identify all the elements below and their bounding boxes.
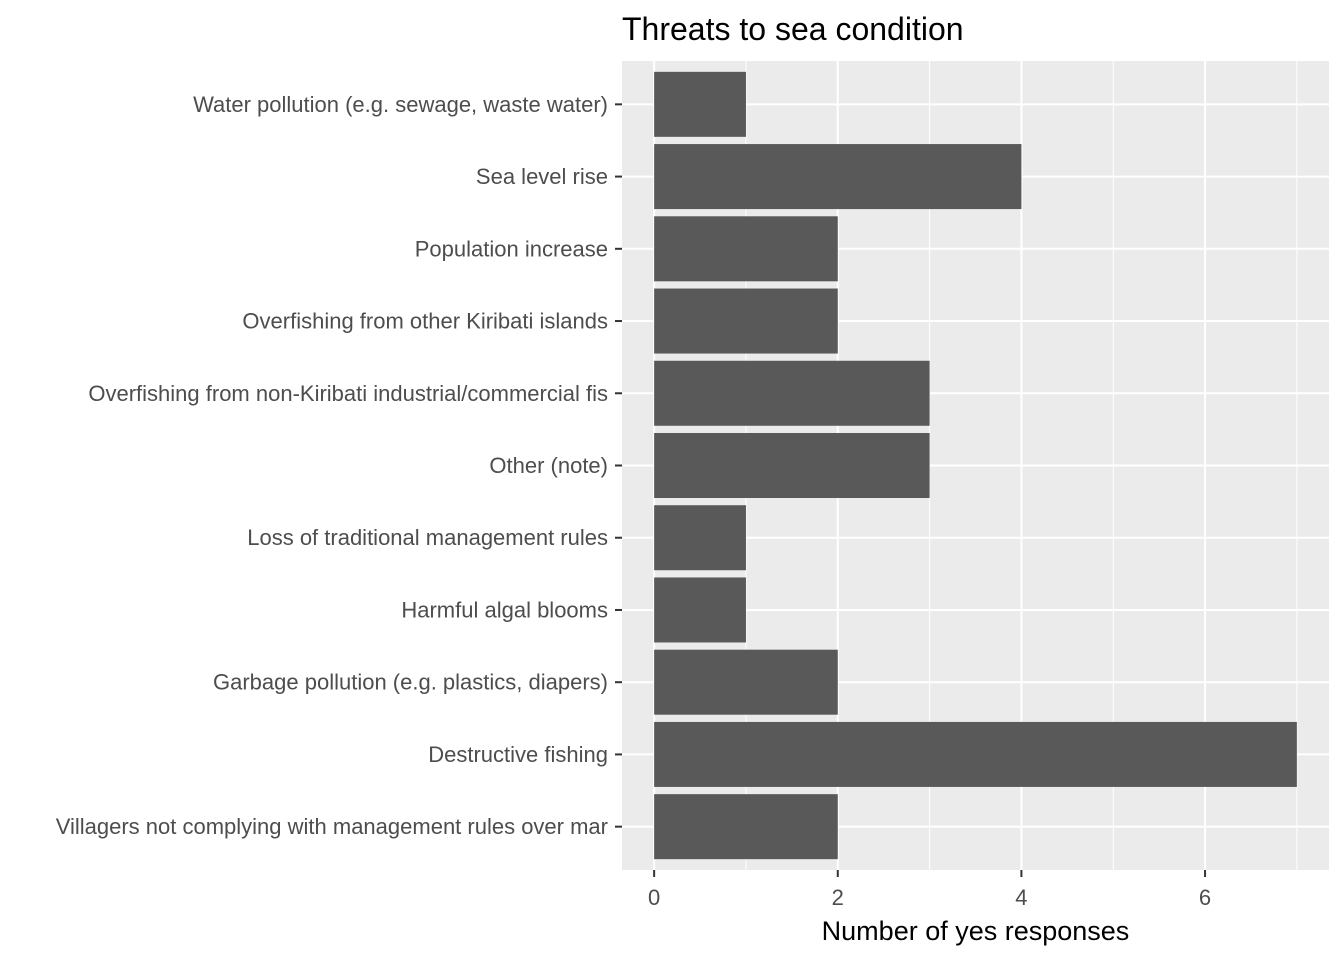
x-axis: 0 2 4 6 bbox=[648, 870, 1211, 910]
y-tick-label: Other (note) bbox=[489, 453, 608, 478]
y-axis: Water pollution (e.g. sewage, waste wate… bbox=[56, 92, 622, 839]
y-tick-label: Loss of traditional management rules bbox=[247, 525, 608, 550]
y-tick-label: Harmful algal blooms bbox=[401, 597, 608, 622]
y-tick-label: Overfishing from other Kiribati islands bbox=[242, 309, 608, 334]
bar bbox=[654, 794, 838, 860]
x-tick-label: 4 bbox=[1015, 885, 1027, 910]
bar bbox=[654, 649, 838, 715]
y-tick-label: Water pollution (e.g. sewage, waste wate… bbox=[193, 92, 608, 117]
y-tick-label: Population increase bbox=[415, 236, 608, 261]
bar bbox=[654, 505, 746, 571]
bar bbox=[654, 216, 838, 282]
x-tick-label: 6 bbox=[1199, 885, 1211, 910]
x-tick-label: 2 bbox=[832, 885, 844, 910]
x-tick-label: 0 bbox=[648, 885, 660, 910]
y-tick-label: Villagers not complying with management … bbox=[56, 814, 608, 839]
bars-group bbox=[654, 71, 1297, 860]
bar bbox=[654, 144, 1022, 210]
chart-title: Threats to sea condition bbox=[622, 11, 964, 47]
y-tick-label: Sea level rise bbox=[476, 164, 608, 189]
x-axis-title: Number of yes responses bbox=[822, 916, 1130, 946]
bar bbox=[654, 71, 746, 137]
y-tick-label: Overfishing from non-Kiribati industrial… bbox=[88, 381, 608, 406]
bar bbox=[654, 432, 930, 499]
bar bbox=[654, 288, 838, 354]
bar bbox=[654, 577, 746, 643]
bar bbox=[654, 360, 930, 426]
y-tick-label: Destructive fishing bbox=[428, 742, 608, 767]
bar bbox=[654, 721, 1297, 787]
y-tick-label: Garbage pollution (e.g. plastics, diaper… bbox=[213, 670, 608, 695]
